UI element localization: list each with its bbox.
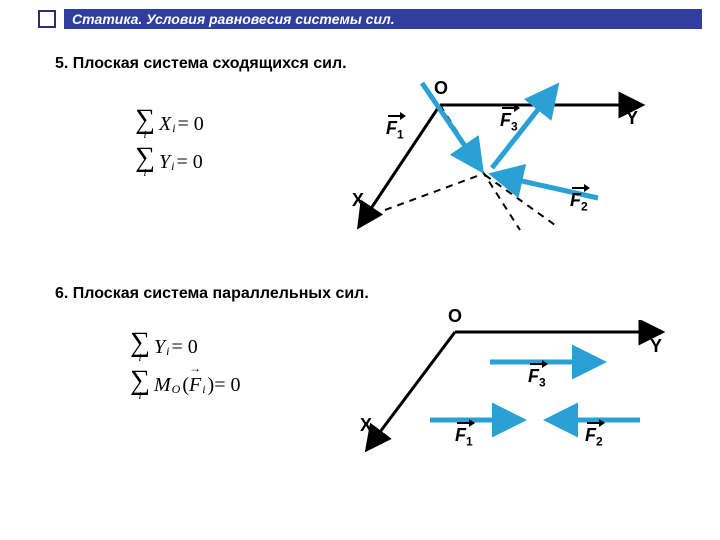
diagram-parallel-forces: O Y X F1 F3 F2: [360, 320, 680, 465]
eq-sum-y2: ∑i Yi = 0: [130, 328, 241, 366]
title-bar: Статика. Условия равновесия системы сил.: [38, 8, 702, 30]
eq-sum-moment: ∑i MO (Fi) = 0: [130, 366, 241, 404]
section-5-heading: 5. Плоская система сходящихся сил.: [55, 55, 347, 73]
label-F3: F3: [500, 110, 518, 134]
section-6-equations: ∑i Yi = 0 ∑i MO (Fi) = 0: [130, 328, 241, 404]
sigma-icon: ∑i: [135, 146, 155, 178]
section-6-heading: 6. Плоская система параллельных сил.: [55, 285, 369, 303]
label-F2b: F2: [585, 425, 603, 449]
section-5-equations: ∑i Xi = 0 ∑i Yi = 0: [135, 105, 204, 181]
diagram-2-svg: [360, 320, 680, 465]
label-F1b: F1: [455, 425, 473, 449]
title-bullet-icon: [38, 10, 56, 28]
label-Y: Y: [626, 108, 638, 129]
label-X: X: [352, 190, 364, 211]
diagram-1-svg: [350, 80, 660, 240]
page-title: Статика. Условия равновесия системы сил.: [64, 9, 702, 29]
sigma-icon: ∑i: [135, 108, 155, 140]
label-F2: F2: [570, 190, 588, 214]
label-O2: O: [448, 306, 462, 327]
eq-sum-y: ∑i Yi = 0: [135, 143, 204, 181]
sigma-icon: ∑i: [130, 369, 150, 401]
label-F1: F1: [386, 118, 404, 142]
diagram-concurrent-forces: O Y X F1 F3 F2: [350, 80, 660, 240]
label-X2: X: [360, 415, 372, 436]
label-O: O: [434, 78, 448, 99]
label-F3b: F3: [528, 366, 546, 390]
label-Y2: Y: [650, 336, 662, 357]
eq-sum-x: ∑i Xi = 0: [135, 105, 204, 143]
sigma-icon: ∑i: [130, 331, 150, 363]
